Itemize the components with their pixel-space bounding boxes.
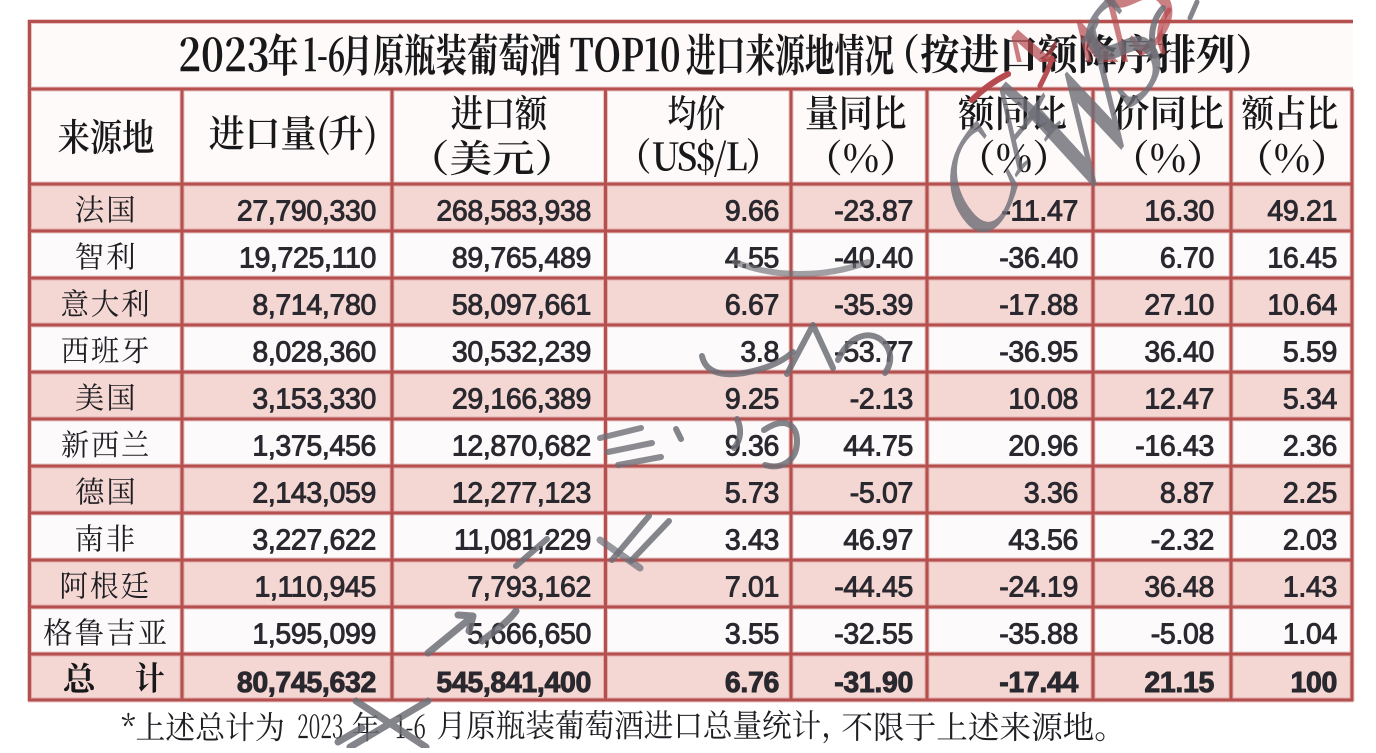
svg-text:-35.39: -35.39	[834, 289, 913, 321]
svg-text:2,143,059: 2,143,059	[252, 477, 376, 509]
svg-text:36.48: 36.48	[1144, 571, 1214, 603]
svg-text:3.43: 3.43	[725, 524, 779, 556]
svg-text:-35.88: -35.88	[999, 618, 1078, 650]
svg-text:43.56: 43.56	[1008, 524, 1078, 556]
svg-text:-31.90: -31.90	[834, 667, 913, 699]
svg-text:1,110,945: 1,110,945	[254, 571, 376, 603]
svg-text:80,745,632: 80,745,632	[237, 667, 376, 699]
svg-text:-44.45: -44.45	[834, 571, 913, 603]
svg-text:3.55: 3.55	[725, 618, 779, 650]
svg-text:8,028,360: 8,028,360	[252, 336, 376, 368]
svg-text:1.43: 1.43	[1283, 571, 1337, 603]
svg-text:3,153,330: 3,153,330	[252, 383, 376, 415]
svg-text:9.36: 9.36	[725, 430, 779, 462]
svg-text:58,097,661: 58,097,661	[452, 289, 591, 321]
svg-text:20.96: 20.96	[1008, 430, 1078, 462]
svg-text:9.66: 9.66	[725, 195, 779, 227]
svg-text:-5.08: -5.08	[1151, 618, 1214, 650]
svg-text:9.25: 9.25	[725, 383, 779, 415]
svg-text:6.67: 6.67	[725, 289, 779, 321]
svg-text:-2.13: -2.13	[850, 383, 913, 415]
svg-text:89,765,489: 89,765,489	[452, 242, 591, 274]
svg-text:12.47: 12.47	[1144, 383, 1214, 415]
svg-text:-24.19: -24.19	[999, 571, 1078, 603]
svg-text:-36.95: -36.95	[999, 336, 1078, 368]
svg-text:44.75: 44.75	[843, 430, 913, 462]
svg-text:2.25: 2.25	[1283, 477, 1337, 509]
svg-text:16.30: 16.30	[1144, 195, 1214, 227]
svg-text:10.64: 10.64	[1267, 289, 1337, 321]
svg-text:8.87: 8.87	[1160, 477, 1214, 509]
svg-text:-53.77: -53.77	[834, 336, 913, 368]
svg-text:30,532,239: 30,532,239	[452, 336, 591, 368]
svg-text:21.15: 21.15	[1144, 667, 1214, 699]
svg-text:268,583,938: 268,583,938	[436, 195, 591, 227]
svg-text:6.76: 6.76	[725, 667, 779, 699]
svg-text:12,277,123: 12,277,123	[452, 477, 591, 509]
svg-text:545,841,400: 545,841,400	[436, 667, 591, 699]
svg-text:27,790,330: 27,790,330	[237, 195, 376, 227]
svg-text:16.45: 16.45	[1267, 242, 1337, 274]
svg-text:36.40: 36.40	[1144, 336, 1214, 368]
svg-text:-23.87: -23.87	[834, 195, 913, 227]
svg-text:-17.88: -17.88	[999, 289, 1078, 321]
svg-text:-2.32: -2.32	[1151, 524, 1214, 556]
svg-text:1.04: 1.04	[1283, 618, 1338, 650]
svg-text:-5.07: -5.07	[850, 477, 913, 509]
svg-text:1,375,456: 1,375,456	[252, 430, 376, 462]
svg-text:29,166,389: 29,166,389	[452, 383, 591, 415]
svg-text:-11.47: -11.47	[1001, 195, 1078, 227]
svg-text:3.36: 3.36	[1024, 477, 1078, 509]
svg-text:12,870,682: 12,870,682	[452, 430, 591, 462]
svg-text:5.73: 5.73	[725, 477, 779, 509]
svg-text:7.01: 7.01	[725, 571, 779, 603]
svg-text:6.70: 6.70	[1160, 242, 1214, 274]
svg-text:5.59: 5.59	[1283, 336, 1337, 368]
svg-text:5.34: 5.34	[1283, 383, 1338, 415]
svg-text:11,081,229: 11,081,229	[454, 524, 591, 556]
svg-text:2.36: 2.36	[1283, 430, 1337, 462]
svg-text:1,595,099: 1,595,099	[252, 618, 376, 650]
svg-text:100: 100	[1290, 667, 1337, 699]
svg-text:3,227,622: 3,227,622	[252, 524, 376, 556]
svg-text:8,714,780: 8,714,780	[252, 289, 376, 321]
svg-text:-32.55: -32.55	[834, 618, 913, 650]
svg-text:27.10: 27.10	[1144, 289, 1214, 321]
svg-text:7,793,162: 7,793,162	[467, 571, 591, 603]
svg-text:49.21: 49.21	[1267, 195, 1337, 227]
svg-text:46.97: 46.97	[843, 524, 913, 556]
svg-text:-17.44: -17.44	[999, 667, 1078, 699]
svg-text:2.03: 2.03	[1283, 524, 1337, 556]
svg-text:10.08: 10.08	[1008, 383, 1078, 415]
svg-text:-16.43: -16.43	[1135, 430, 1214, 462]
svg-text:19,725,110: 19,725,110	[239, 242, 376, 274]
svg-text:-36.40: -36.40	[999, 242, 1078, 274]
